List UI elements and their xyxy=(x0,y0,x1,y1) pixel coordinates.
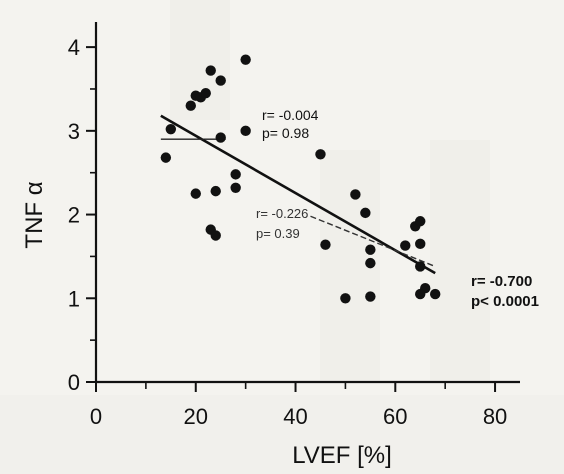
regression-line-regression-high-lvef xyxy=(310,215,436,268)
data-point xyxy=(205,65,216,76)
data-point xyxy=(340,293,351,304)
annotation-all-r: r= -0.700 xyxy=(471,273,532,290)
data-point xyxy=(430,288,441,300)
data-point xyxy=(240,54,251,65)
x-tick-label: 20 xyxy=(184,404,208,429)
regression-lines xyxy=(160,114,436,275)
data-point xyxy=(415,261,426,272)
data-point xyxy=(365,244,376,255)
data-point xyxy=(215,132,226,143)
x-tick-label: 60 xyxy=(383,404,407,429)
x-axis-label: LVEF [%] xyxy=(292,442,392,469)
x-tick-label: 0 xyxy=(90,404,102,429)
data-point xyxy=(190,188,201,199)
data-point xyxy=(315,149,326,160)
data-point xyxy=(350,189,361,200)
data-point xyxy=(230,169,241,180)
data-point xyxy=(415,288,426,300)
data-point xyxy=(210,230,221,241)
annotation-mid-p: p= 0.39 xyxy=(256,226,300,241)
data-point xyxy=(320,239,331,250)
y-tick-label: 1 xyxy=(68,286,80,311)
x-tick-label: 80 xyxy=(483,404,507,429)
data-point xyxy=(240,125,251,137)
x-ticks: 0 20 40 60 80 xyxy=(90,382,507,429)
data-point xyxy=(400,240,411,251)
data-point xyxy=(160,152,172,163)
data-point xyxy=(185,100,196,111)
data-point xyxy=(210,185,221,197)
annotation-low-p: p= 0.98 xyxy=(262,125,309,141)
data-point xyxy=(415,216,426,227)
data-point xyxy=(365,291,376,302)
data-point xyxy=(165,123,177,135)
annotation-low-r: r= -0.004 xyxy=(262,107,319,123)
y-tick-label: 0 xyxy=(68,370,80,395)
data-point xyxy=(415,238,426,250)
regression-line-regression-all xyxy=(160,114,436,275)
data-points xyxy=(160,54,441,304)
y-axis-label: TNF α xyxy=(21,181,48,248)
axes xyxy=(94,22,520,384)
y-ticks: 0 1 2 3 4 xyxy=(68,35,96,395)
y-tick-label: 3 xyxy=(68,119,80,144)
y-tick-label: 4 xyxy=(68,35,80,60)
annotation-mid-r: r= -0.226 xyxy=(256,206,308,221)
data-point xyxy=(230,182,241,193)
data-point xyxy=(365,257,376,269)
x-tick-label: 40 xyxy=(283,404,307,429)
annotation-all-p: p< 0.0001 xyxy=(471,293,539,310)
data-point xyxy=(215,75,226,86)
y-tick-label: 2 xyxy=(68,203,80,228)
data-point xyxy=(200,87,211,99)
data-point xyxy=(360,207,371,219)
